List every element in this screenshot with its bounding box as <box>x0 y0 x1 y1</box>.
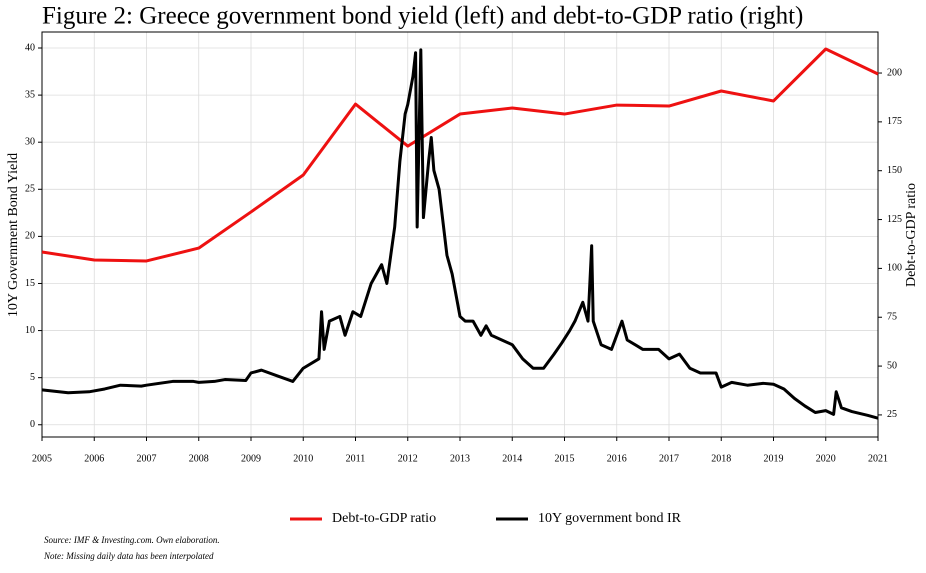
y-tick-label: 25 <box>25 184 35 195</box>
y-tick-label: 40 <box>25 42 35 53</box>
y2-tick-label: 125 <box>887 214 902 225</box>
y-axis-label: 10Y Government Bond Yield <box>6 153 21 317</box>
x-tick-label: 2017 <box>659 453 679 464</box>
y2-tick-label: 75 <box>887 312 897 323</box>
source-note: Note: Missing daily data has been interp… <box>43 551 214 561</box>
y-tick-label: 30 <box>25 136 35 147</box>
x-tick-label: 2012 <box>398 453 418 464</box>
y-tick-label: 20 <box>25 231 35 242</box>
y2-tick-label: 200 <box>887 67 902 78</box>
x-tick-label: 2015 <box>555 453 575 464</box>
y2-tick-label: 100 <box>887 263 902 274</box>
source-note: Source: IMF & Investing.com. Own elabora… <box>44 535 220 545</box>
x-tick-label: 2011 <box>346 453 366 464</box>
data-line <box>41 48 879 420</box>
x-tick-label: 2019 <box>764 453 784 464</box>
x-tick-label: 2006 <box>84 453 104 464</box>
plot-frame <box>41 31 879 438</box>
x-tick-label: 2014 <box>502 453 522 464</box>
x-tick-label: 2008 <box>189 453 209 464</box>
y-tick-label: 15 <box>25 278 35 289</box>
chart-title: Figure 2: Greece government bond yield (… <box>42 3 803 30</box>
legend-label: 10Y government bond IR <box>538 511 682 526</box>
x-tick-label: 2013 <box>450 453 470 464</box>
data-line <box>41 47 879 263</box>
y2-axis-label: Debt-to-GDP ratio <box>904 183 919 287</box>
x-tick-label: 2007 <box>137 453 157 464</box>
y2-tick-label: 50 <box>887 360 897 371</box>
x-tick-label: 2021 <box>868 453 888 464</box>
y-tick-label: 35 <box>25 89 35 100</box>
y-tick-label: 5 <box>30 372 35 383</box>
y-tick-label: 10 <box>25 325 35 336</box>
x-tick-label: 2020 <box>816 453 836 464</box>
y-tick-label: 0 <box>30 419 35 430</box>
x-tick-label: 2010 <box>293 453 313 464</box>
y2-tick-label: 175 <box>887 116 902 127</box>
x-tick-label: 2009 <box>241 453 261 464</box>
legend-label: Debt-to-GDP ratio <box>332 511 436 526</box>
y2-tick-label: 25 <box>887 409 897 420</box>
x-tick-label: 2016 <box>607 453 627 464</box>
x-tick-label: 2005 <box>32 453 52 464</box>
y2-tick-label: 150 <box>887 165 902 176</box>
x-tick-label: 2018 <box>711 453 731 464</box>
